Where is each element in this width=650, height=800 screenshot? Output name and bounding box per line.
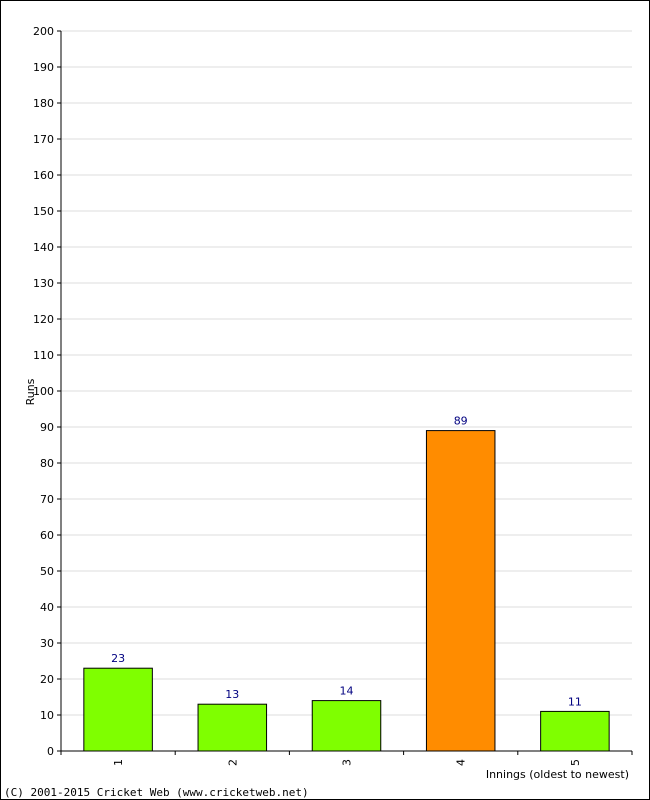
copyright-text: (C) 2001-2015 Cricket Web (www.cricketwe… [4,786,309,799]
bar [197,703,268,752]
y-tick-label: 120 [33,313,54,326]
x-tick-label: 2 [226,759,239,766]
y-tick-label: 170 [33,133,54,146]
x-axis-ticks: 1 2 3 4 5 [60,751,633,766]
y-tick-label: 150 [33,205,54,218]
y-tick-label: 190 [33,61,54,74]
y-tick-label: 180 [33,97,54,110]
x-tick-label: 5 [569,759,582,766]
data-label: 23 [111,652,125,665]
grid-lines [61,30,632,716]
y-tick-label: 110 [33,349,54,362]
bars [83,430,610,752]
data-label: 89 [454,415,468,428]
bar [540,710,610,752]
y-tick-label: 70 [40,493,54,506]
y-tick-label: 10 [40,709,54,722]
y-tick-label: 200 [33,25,54,38]
y-tick-label: 50 [40,565,54,578]
y-tick-label: 60 [40,529,54,542]
x-tick-label: 1 [112,759,125,766]
bar [83,667,153,752]
y-tick-label: 140 [33,241,54,254]
y-tick-label: 40 [40,601,54,614]
x-axis-title: Innings (oldest to newest) [486,768,629,781]
bar [425,430,496,752]
data-label: 11 [568,695,582,708]
y-tick-label: 90 [40,421,54,434]
x-tick-label: 4 [455,759,468,766]
data-label: 13 [225,688,239,701]
y-axis-ticks: 0 10 20 30 40 50 60 70 80 90 100 110 120 130 140 150 160… [33,25,61,758]
y-tick-label: 100 [33,385,54,398]
data-labels: 23 13 14 89 11 [111,415,582,709]
data-label: 14 [340,685,354,698]
y-tick-label: 160 [33,169,54,182]
y-axis-title: Runs [24,378,37,405]
y-tick-label: 130 [33,277,54,290]
y-tick-label: 0 [47,745,54,758]
y-tick-label: 80 [40,457,54,470]
bar [311,700,382,752]
x-tick-label: 3 [341,759,354,766]
y-tick-label: 20 [40,673,54,686]
y-tick-label: 30 [40,637,54,650]
